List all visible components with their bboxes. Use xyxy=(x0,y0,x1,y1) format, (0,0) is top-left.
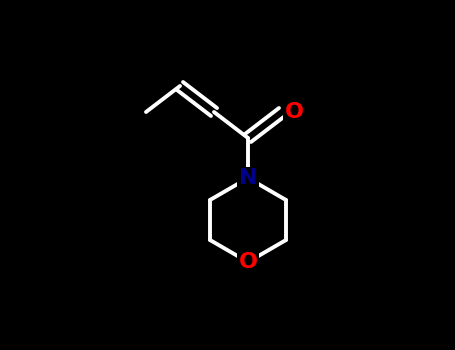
Text: O: O xyxy=(284,102,303,122)
Text: O: O xyxy=(238,252,258,272)
Text: N: N xyxy=(239,168,257,188)
